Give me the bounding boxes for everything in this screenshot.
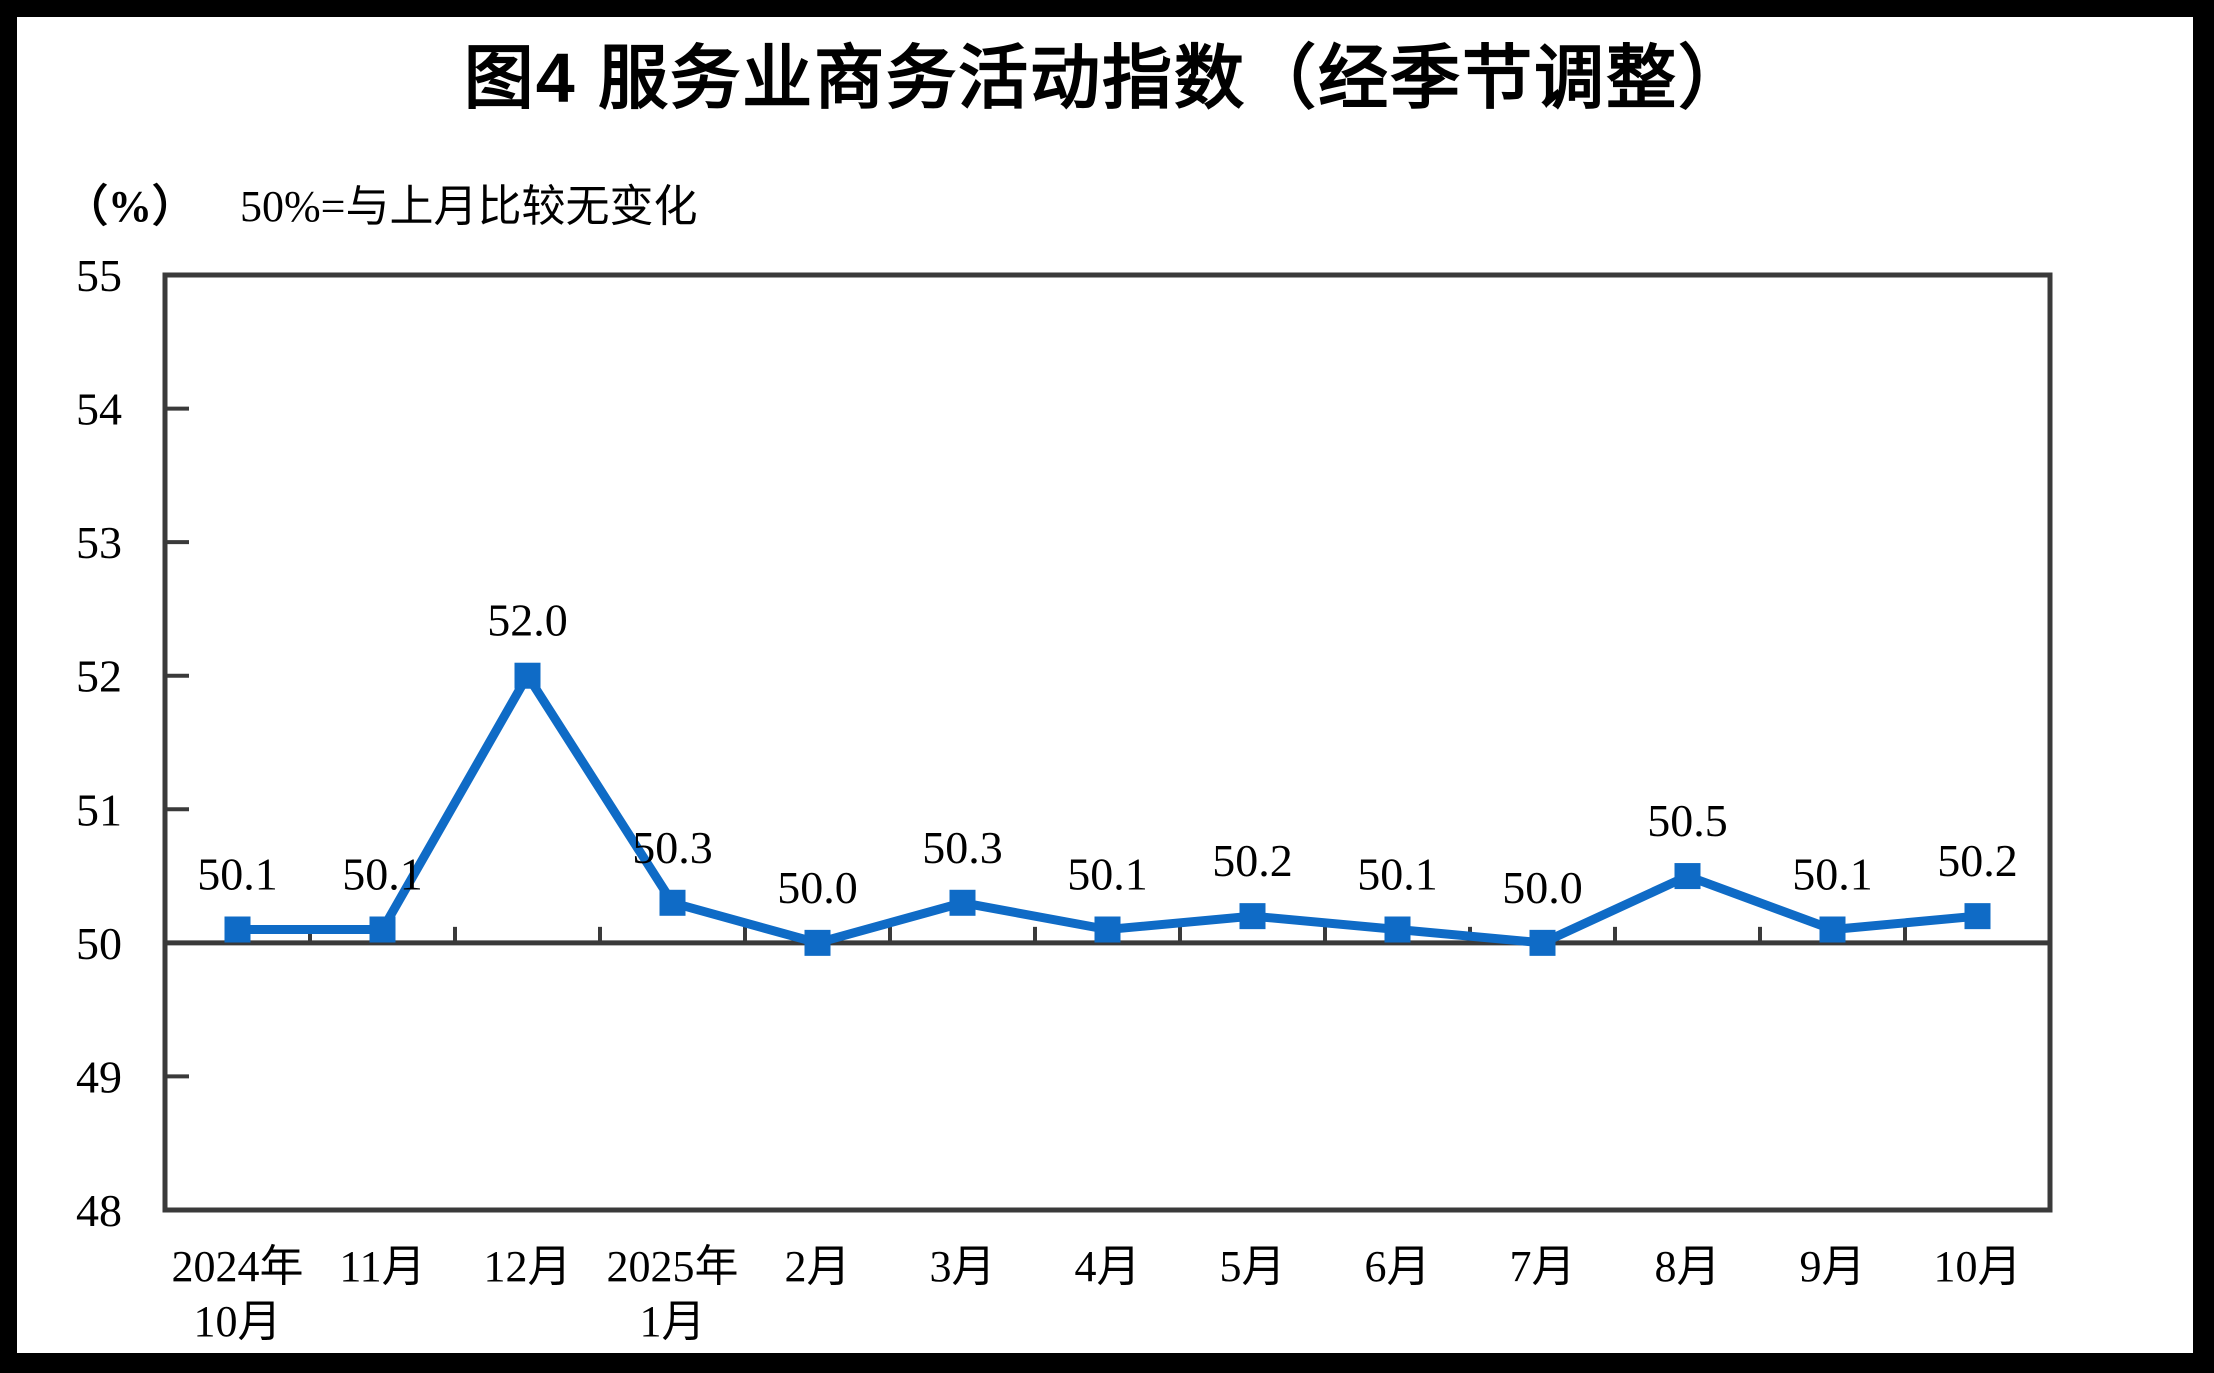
- data-point-label: 52.0: [487, 595, 568, 646]
- data-point-marker: [514, 662, 541, 689]
- x-axis-label: 6月: [1365, 1242, 1431, 1291]
- x-axis-label: 12月: [484, 1242, 572, 1291]
- y-axis-unit-label: （%）: [64, 182, 196, 231]
- axis-unit-and-note: （%） 50%=与上月比较无变化: [64, 170, 697, 234]
- y-axis-tick-label: 51: [76, 784, 122, 835]
- x-axis-label: 2月: [785, 1242, 851, 1291]
- data-point-marker: [1529, 929, 1556, 956]
- x-axis-label: 5月: [1220, 1242, 1286, 1291]
- y-axis-tick-label: 50: [76, 918, 122, 969]
- data-point-label: 50.5: [1647, 795, 1728, 846]
- y-axis-tick-label: 55: [76, 250, 122, 301]
- data-point-label: 50.3: [922, 822, 1003, 873]
- data-point-marker: [1239, 903, 1266, 930]
- x-axis-label: 9月: [1800, 1242, 1866, 1291]
- data-point-label: 50.2: [1937, 835, 2018, 886]
- y-axis-tick-label: 53: [76, 517, 122, 568]
- data-point-marker: [1384, 916, 1411, 943]
- y-axis-tick-label: 52: [76, 651, 122, 702]
- data-point-marker: [804, 929, 831, 956]
- plot-border: [162, 272, 2053, 1213]
- data-point-label: 50.2: [1212, 835, 1293, 886]
- data-point-marker: [1674, 863, 1701, 890]
- x-axis-label: 10月: [1934, 1242, 2022, 1291]
- x-axis-label: 7月: [1510, 1242, 1576, 1291]
- chart-title: 图4 服务业商务活动指数（经季节调整）: [463, 39, 1751, 117]
- x-axis-label: 2025年: [607, 1242, 739, 1291]
- figure-background: [17, 17, 2193, 1353]
- data-point-marker: [1094, 916, 1121, 943]
- data-point-label: 50.1: [1357, 849, 1438, 900]
- data-point-label: 50.1: [1067, 849, 1148, 900]
- data-point-marker: [1819, 916, 1846, 943]
- x-axis-label: 10月: [194, 1297, 282, 1346]
- data-point-label: 50.1: [197, 849, 278, 900]
- x-axis-label: 2024年: [172, 1242, 304, 1291]
- data-point-label: 50.1: [1792, 849, 1873, 900]
- reference-note: 50%=与上月比较无变化: [240, 182, 698, 231]
- x-axis-label: 1月: [640, 1297, 706, 1346]
- data-point-marker: [1964, 903, 1991, 930]
- data-point-label: 50.3: [632, 822, 713, 873]
- y-axis-tick-label: 48: [76, 1185, 122, 1236]
- x-axis-label: 11月: [339, 1242, 425, 1291]
- data-point-marker: [949, 889, 976, 916]
- x-axis-label: 4月: [1075, 1242, 1141, 1291]
- y-axis-tick-label: 54: [76, 384, 122, 435]
- data-point-label: 50.0: [1502, 862, 1583, 913]
- x-axis-label: 8月: [1655, 1242, 1721, 1291]
- x-axis-label: 3月: [930, 1242, 996, 1291]
- data-point-label: 50.0: [777, 862, 858, 913]
- data-point-marker: [659, 889, 686, 916]
- data-point-label: 50.1: [342, 849, 423, 900]
- y-axis-tick-label: 49: [76, 1051, 122, 1102]
- data-point-marker: [369, 916, 396, 943]
- data-point-marker: [224, 916, 251, 943]
